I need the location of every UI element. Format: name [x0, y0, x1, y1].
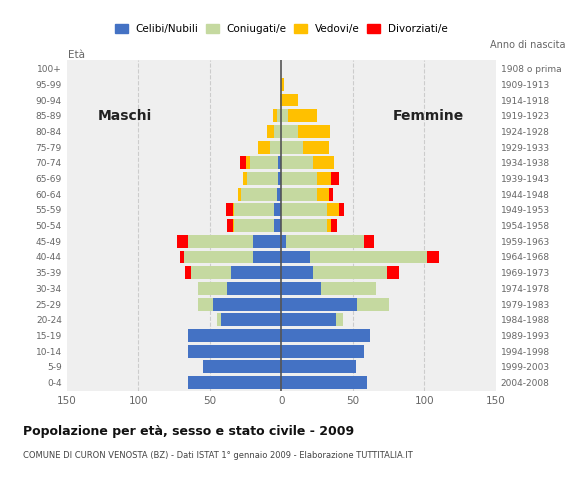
- Bar: [281, 156, 313, 169]
- Bar: [253, 235, 281, 248]
- Bar: [317, 172, 331, 185]
- Bar: [277, 109, 281, 122]
- Bar: [331, 172, 339, 185]
- Bar: [327, 219, 331, 232]
- Bar: [427, 251, 438, 264]
- Bar: [288, 109, 317, 122]
- Bar: [331, 219, 337, 232]
- Bar: [281, 141, 303, 154]
- Bar: [281, 235, 285, 248]
- Text: Popolazione per età, sesso e stato civile - 2009: Popolazione per età, sesso e stato civil…: [23, 425, 354, 438]
- Bar: [281, 282, 321, 295]
- Bar: [234, 204, 274, 216]
- Bar: [281, 94, 299, 107]
- Bar: [184, 251, 253, 264]
- Bar: [313, 266, 387, 279]
- Bar: [281, 78, 284, 91]
- Bar: [278, 172, 281, 185]
- Bar: [191, 266, 231, 279]
- Bar: [281, 251, 310, 264]
- Bar: [233, 219, 234, 232]
- Bar: [281, 298, 357, 311]
- Bar: [313, 156, 334, 169]
- Bar: [387, 266, 398, 279]
- Bar: [281, 345, 364, 358]
- Bar: [270, 141, 281, 154]
- Bar: [339, 204, 345, 216]
- Bar: [321, 282, 376, 295]
- Bar: [177, 235, 189, 248]
- Bar: [281, 360, 356, 373]
- Bar: [303, 141, 328, 154]
- Bar: [280, 94, 281, 107]
- Bar: [273, 109, 277, 122]
- Bar: [281, 329, 370, 342]
- Bar: [188, 235, 253, 248]
- Bar: [281, 376, 367, 389]
- Bar: [226, 204, 233, 216]
- Bar: [234, 219, 274, 232]
- Bar: [281, 313, 336, 326]
- Text: Femmine: Femmine: [393, 109, 465, 123]
- Bar: [299, 125, 330, 138]
- Bar: [281, 125, 299, 138]
- Bar: [274, 204, 281, 216]
- Bar: [310, 251, 427, 264]
- Bar: [227, 282, 281, 295]
- Bar: [188, 329, 281, 342]
- Bar: [259, 141, 270, 154]
- Bar: [336, 313, 343, 326]
- Bar: [186, 266, 191, 279]
- Bar: [238, 188, 241, 201]
- Bar: [180, 251, 184, 264]
- Bar: [213, 298, 281, 311]
- Bar: [267, 125, 274, 138]
- Bar: [281, 172, 317, 185]
- Bar: [245, 156, 250, 169]
- Bar: [221, 313, 281, 326]
- Bar: [274, 125, 281, 138]
- Bar: [227, 219, 233, 232]
- Bar: [231, 266, 281, 279]
- Bar: [281, 204, 327, 216]
- Bar: [277, 188, 281, 201]
- Bar: [278, 156, 281, 169]
- Text: COMUNE DI CURON VENOSTA (BZ) - Dati ISTAT 1° gennaio 2009 - Elaborazione TUTTITA: COMUNE DI CURON VENOSTA (BZ) - Dati ISTA…: [23, 451, 413, 460]
- Bar: [281, 188, 317, 201]
- Bar: [188, 376, 281, 389]
- Bar: [188, 345, 281, 358]
- Bar: [357, 298, 389, 311]
- Bar: [240, 156, 245, 169]
- Bar: [253, 251, 281, 264]
- Bar: [281, 266, 313, 279]
- Bar: [202, 360, 281, 373]
- Bar: [250, 156, 278, 169]
- Bar: [274, 219, 281, 232]
- Legend: Celibi/Nubili, Coniugati/e, Vedovi/e, Divorziati/e: Celibi/Nubili, Coniugati/e, Vedovi/e, Di…: [113, 22, 450, 36]
- Bar: [198, 282, 227, 295]
- Bar: [198, 298, 213, 311]
- Bar: [281, 109, 288, 122]
- Bar: [317, 188, 328, 201]
- Bar: [241, 188, 277, 201]
- Bar: [281, 219, 327, 232]
- Text: Maschi: Maschi: [98, 109, 153, 123]
- Bar: [328, 188, 333, 201]
- Bar: [247, 172, 278, 185]
- Bar: [242, 172, 247, 185]
- Bar: [327, 204, 339, 216]
- Bar: [364, 235, 374, 248]
- Text: Età: Età: [68, 50, 85, 60]
- Bar: [285, 235, 364, 248]
- Bar: [233, 204, 234, 216]
- Bar: [217, 313, 221, 326]
- Text: Anno di nascita: Anno di nascita: [490, 40, 566, 50]
